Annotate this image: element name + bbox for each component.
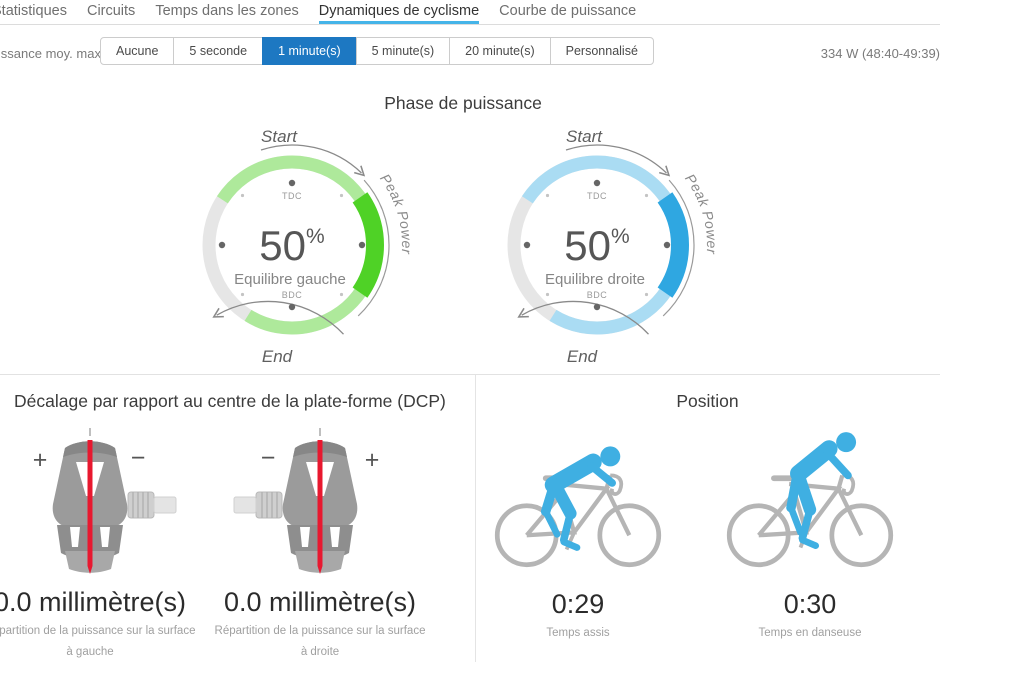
bike-icon bbox=[494, 473, 662, 568]
start-label: Start bbox=[261, 127, 298, 146]
tab-bar: Statistiques Circuits Temps dans les zon… bbox=[0, 0, 940, 25]
tdc-dot bbox=[593, 179, 600, 187]
tab-statistiques[interactable]: Statistiques bbox=[0, 3, 67, 19]
tdc-dot bbox=[288, 179, 295, 187]
seated-time-column: 0:29 Temps assis bbox=[478, 426, 678, 644]
dcp-left-value: 0.0 millimètre(s) bbox=[0, 587, 187, 617]
end-label: End bbox=[566, 347, 597, 366]
interval-button-5-minute[interactable]: 5 minute(s) bbox=[355, 37, 451, 65]
cyclist-standing-icon bbox=[726, 432, 894, 568]
cyclist-seated-icon bbox=[494, 446, 662, 568]
avg-max-power-label: Puissance moy. max. bbox=[0, 46, 105, 61]
rider-silhouette bbox=[786, 440, 852, 550]
rider-head bbox=[836, 432, 857, 453]
position-panel: Position bbox=[476, 375, 939, 662]
interval-button-5-seconde[interactable]: 5 seconde bbox=[173, 37, 264, 65]
balance-label: Equilibre droite bbox=[544, 271, 644, 288]
plus-sign: + bbox=[365, 446, 380, 474]
power-phase-gauges: TDC BDC 50% Equilibre gauche Start End P… bbox=[0, 118, 918, 370]
start-label: Start bbox=[566, 127, 603, 146]
plus-sign: + bbox=[33, 446, 48, 474]
tab-temps-dans-les-zones[interactable]: Temps dans les zones bbox=[155, 3, 299, 19]
tab-circuits[interactable]: Circuits bbox=[86, 3, 136, 19]
balance-value: 50% bbox=[259, 222, 324, 269]
end-arrow bbox=[211, 300, 344, 335]
dcp-left-caption: Répartition de la puissance sur la surfa… bbox=[0, 625, 196, 658]
power-phase-title: Phase de puissance bbox=[384, 93, 542, 113]
dcp-right-caption: Répartition de la puissance sur la surfa… bbox=[214, 625, 426, 658]
pedal-center-offset-line bbox=[317, 440, 323, 566]
pedal-right-icon: − + bbox=[233, 428, 380, 574]
tab-courbe-de-puissance[interactable]: Courbe de puissance bbox=[499, 3, 637, 19]
section-divider bbox=[0, 374, 940, 375]
dcp-left-pedal-column: + − bbox=[0, 426, 205, 662]
interval-button-aucune[interactable]: Aucune bbox=[100, 37, 175, 65]
end-label: End bbox=[261, 347, 292, 366]
dcp-right-value: 0.0 millimètre(s) bbox=[223, 587, 417, 617]
standing-time-column: 0:30 Temps en danseuse bbox=[710, 426, 910, 644]
max-power-stat: 334 W (48:40-49:39) bbox=[820, 46, 940, 61]
dcp-panel: Décalage par rapport au centre de la pla… bbox=[0, 375, 476, 663]
peak-power-arc bbox=[656, 192, 689, 298]
peak-power-outline-arc bbox=[357, 179, 390, 317]
peak-power-arc bbox=[351, 192, 384, 298]
pedal-center-offset-line bbox=[87, 440, 93, 566]
seated-time-value: 0:29 bbox=[551, 589, 605, 619]
start-arrow bbox=[260, 144, 365, 177]
interval-button-20-minute[interactable]: 20 minute(s) bbox=[449, 37, 551, 65]
left-dot bbox=[218, 241, 225, 249]
tdc-label: TDC bbox=[282, 191, 302, 201]
right-dot bbox=[663, 241, 670, 249]
bdc-label: BDC bbox=[281, 290, 302, 300]
left-dot bbox=[523, 241, 530, 249]
tdc-label: TDC bbox=[587, 191, 607, 201]
pedal-body bbox=[52, 428, 177, 574]
rider-head bbox=[600, 446, 621, 467]
page-content: Statistiques Circuits Temps dans les zon… bbox=[0, 0, 940, 663]
bdc-label: BDC bbox=[586, 290, 607, 300]
bdc-dot bbox=[288, 303, 295, 311]
rider-silhouette bbox=[540, 453, 616, 551]
power-phase-gauge-right-icon: TDC BDC 50% Equilibre droite Start End P… bbox=[507, 127, 717, 366]
seated-time-label: Temps assis bbox=[546, 627, 610, 639]
minus-sign: − bbox=[131, 444, 146, 472]
right-dot bbox=[358, 241, 365, 249]
interval-button-group: Aucune 5 seconde 1 minute(s) 5 minute(s)… bbox=[100, 37, 654, 65]
position-title: Position bbox=[676, 391, 739, 411]
standing-time-value: 0:30 bbox=[783, 589, 837, 619]
standing-time-label: Temps en danseuse bbox=[758, 627, 862, 639]
interval-button-personnalise[interactable]: Personnalisé bbox=[549, 37, 654, 65]
minus-sign: − bbox=[261, 444, 276, 472]
end-arrow bbox=[516, 300, 649, 335]
pedal-body bbox=[233, 428, 358, 574]
tab-dynamiques-de-cyclisme[interactable]: Dynamiques de cyclisme bbox=[318, 0, 480, 24]
pedal-left-icon: + − bbox=[33, 428, 177, 574]
power-phase-gauge-left-icon: TDC BDC 50% Equilibre gauche Start End P… bbox=[202, 127, 412, 366]
dcp-title: Décalage par rapport au centre de la pla… bbox=[14, 391, 446, 411]
start-arrow bbox=[565, 144, 670, 177]
balance-value: 50% bbox=[564, 222, 629, 269]
bdc-dot bbox=[593, 303, 600, 311]
balance-label: Equilibre gauche bbox=[234, 271, 346, 288]
dcp-right-pedal-column: − + bbox=[205, 426, 435, 662]
peak-power-outline-arc bbox=[662, 179, 695, 317]
interval-button-1-minute[interactable]: 1 minute(s) bbox=[262, 37, 357, 65]
avg-max-power-controls: Puissance moy. max. Aucune 5 seconde 1 m… bbox=[0, 31, 940, 75]
